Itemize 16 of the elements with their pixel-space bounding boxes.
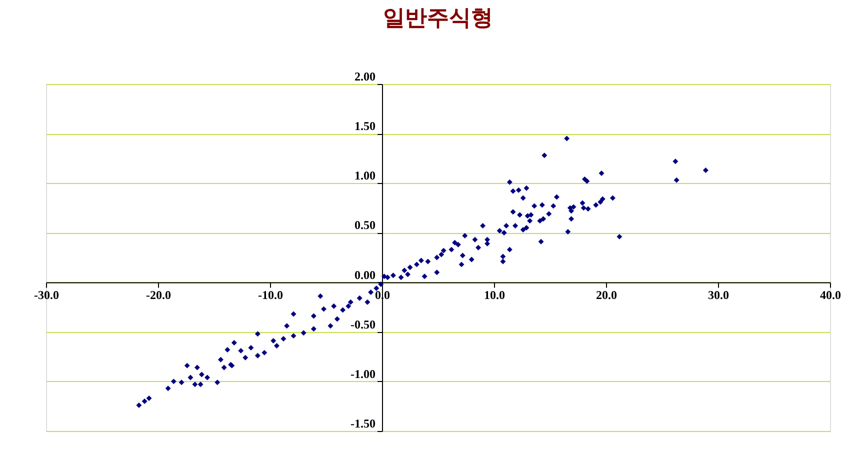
x-tick-label: -30.0 [34, 288, 59, 302]
x-tick-label: 30.0 [708, 288, 729, 302]
x-tick-label: -20.0 [146, 288, 171, 302]
y-tick-label: 1.50 [354, 119, 376, 134]
x-tick-label: 40.0 [820, 288, 841, 302]
chart-title: 일반주식형 [383, 6, 493, 31]
y-tick-label: 0.00 [354, 268, 376, 282]
x-tick-label: 20.0 [596, 288, 617, 302]
y-tick-label: -1.50 [350, 416, 376, 430]
y-tick-label: 0.50 [354, 218, 376, 232]
y-tick-label: 2.00 [354, 70, 376, 84]
x-tick-label: 10.0 [484, 288, 505, 302]
x-tick-label: -10.0 [258, 288, 283, 302]
y-tick-label: -1.00 [350, 366, 376, 381]
y-tick-label: -0.50 [350, 317, 376, 332]
y-tick-label: 1.00 [354, 168, 376, 183]
